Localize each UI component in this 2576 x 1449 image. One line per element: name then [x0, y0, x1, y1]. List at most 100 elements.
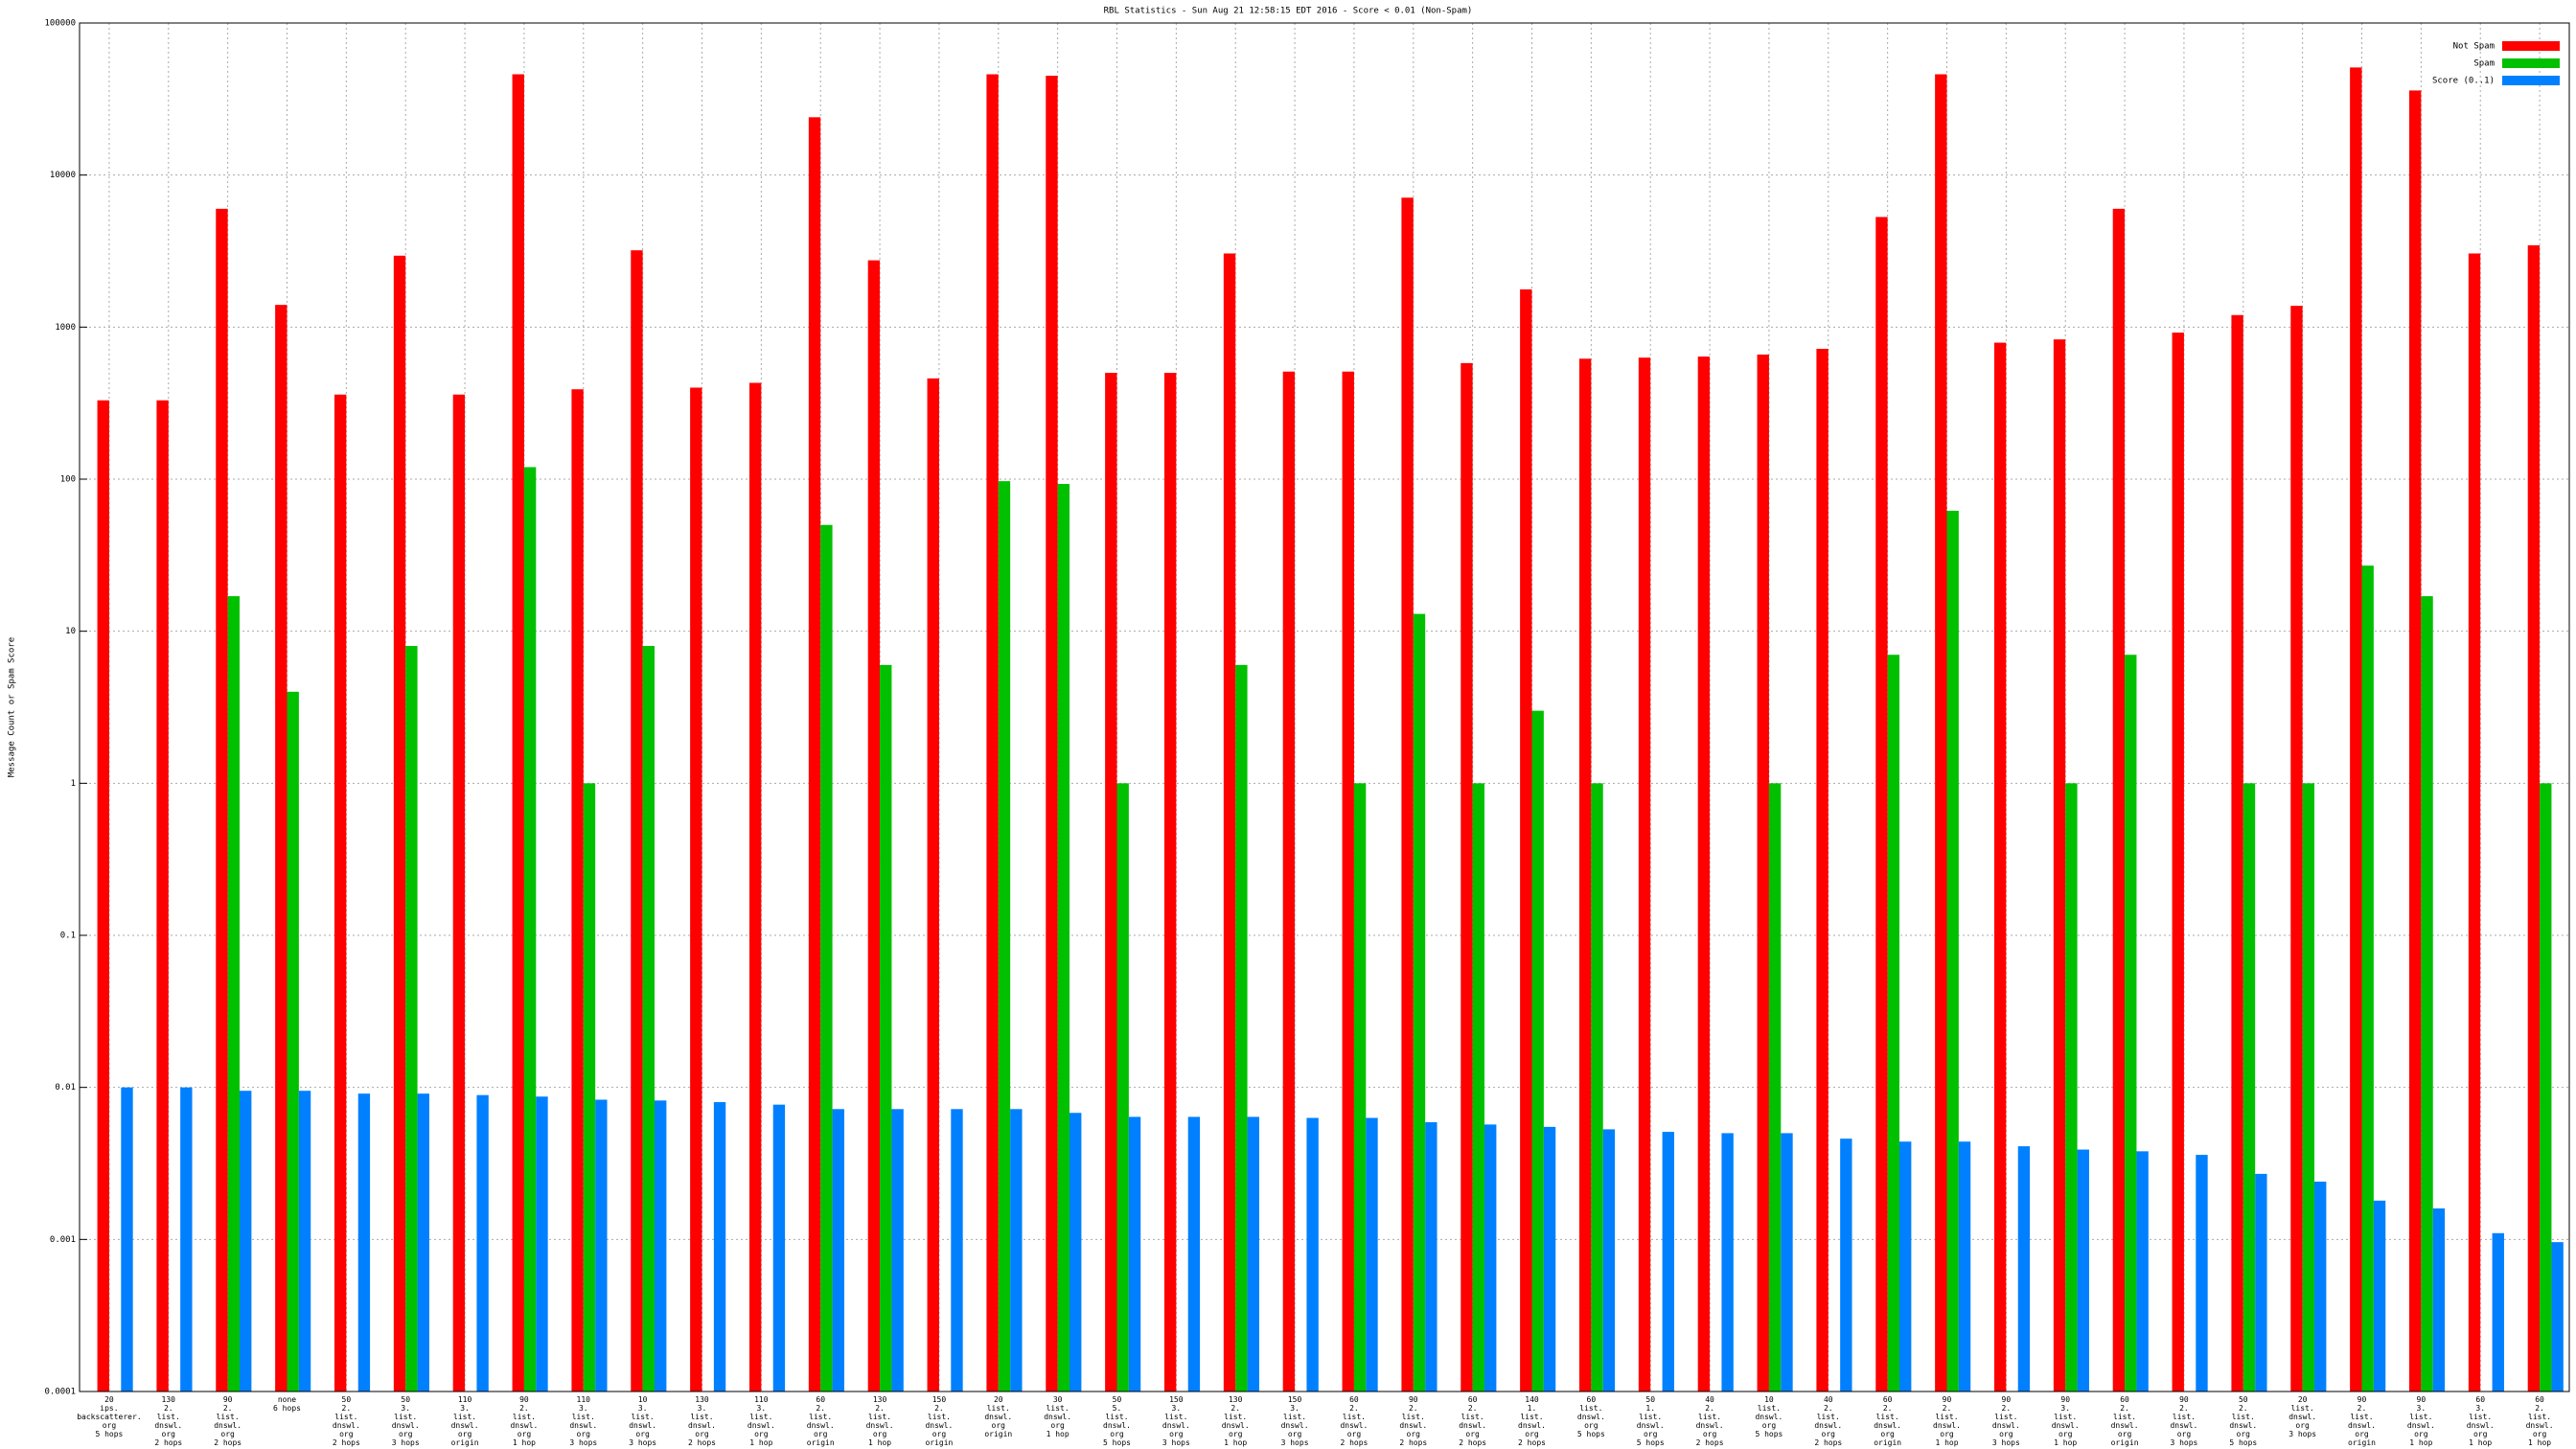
x-tick-label: 10 3. list. dnswl. org 3 hops	[629, 1395, 657, 1447]
bar	[1840, 1138, 1852, 1392]
bar	[820, 524, 833, 1392]
legend-label: Score (0..1)	[2432, 77, 2495, 86]
bar	[1163, 373, 1177, 1392]
bar	[631, 250, 643, 1392]
x-tick-label: 130 3. list. dnswl. org 2 hops	[688, 1395, 716, 1447]
x-tick-label: 50 2. list. dnswl. org 2 hops	[332, 1395, 360, 1447]
bar	[1046, 76, 1058, 1392]
x-tick-label: 60 list. dnswl. org 5 hops	[1576, 1395, 1605, 1438]
bar	[2408, 90, 2422, 1392]
bar	[772, 1104, 786, 1392]
chart-title: RBL Statistics - Sun Aug 21 12:58:15 EDT…	[1104, 7, 1473, 16]
x-tick-label: 90 2. list. dnswl. org 1 hop	[510, 1395, 539, 1447]
bar	[2432, 1208, 2446, 1392]
bar	[1899, 1141, 1912, 1392]
x-tick-label: 20 list. dnswl. org 3 hops	[2288, 1395, 2317, 1438]
bar	[1128, 1116, 1141, 1392]
bar	[287, 691, 299, 1392]
bar	[405, 646, 418, 1392]
bar	[1887, 655, 1900, 1392]
x-tick-label: 130 2. list. dnswl. org 1 hop	[865, 1395, 894, 1447]
bar	[2492, 1232, 2504, 1392]
bar	[1768, 783, 1782, 1392]
bar	[393, 255, 406, 1392]
x-tick-label: 90 2. list. dnswl. org 3 hops	[1991, 1395, 2020, 1447]
y-tick-label: 10	[65, 627, 76, 636]
x-tick-label: 50 3. list. dnswl. org 3 hops	[391, 1395, 420, 1447]
bar	[2302, 783, 2315, 1392]
x-tick-label: 60 2. list. dnswl. org origin	[1874, 1395, 1902, 1447]
x-tick-label: 130 2. list. dnswl. org 1 hop	[1221, 1395, 1250, 1447]
bar	[2196, 1155, 2208, 1392]
x-tick-label: 20 list. dnswl. org origin	[984, 1395, 1013, 1438]
bar	[452, 394, 466, 1392]
x-tick-label: 60 2. list. dnswl. org 2 hops	[1340, 1395, 1368, 1447]
bar	[536, 1096, 548, 1392]
x-tick-label: 110 3. list. dnswl. org origin	[450, 1395, 479, 1447]
bar	[1602, 1129, 1616, 1392]
bar	[298, 1091, 311, 1392]
bar	[1781, 1133, 1793, 1392]
y-axis-label: Message Count or Spam Score	[8, 637, 17, 777]
bar	[1187, 1116, 1201, 1392]
bar	[512, 74, 524, 1392]
bar	[1353, 783, 1367, 1392]
bar	[808, 117, 821, 1392]
x-tick-label: 90 3. list. dnswl. org 1 hop	[2051, 1395, 2080, 1447]
bar	[2421, 596, 2433, 1392]
bar	[2314, 1182, 2327, 1392]
x-tick-label: 60 2. list. dnswl. org 2 hops	[1459, 1395, 1487, 1447]
y-tick-label: 1	[71, 779, 76, 789]
x-tick-label: 60 2. list. dnswl. org 1 hop	[2525, 1395, 2554, 1447]
y-tick-label: 10000	[50, 171, 76, 180]
bar	[1413, 613, 1426, 1392]
bar	[275, 305, 288, 1392]
x-tick-label: 90 2. list. dnswl. org 2 hops	[214, 1395, 242, 1447]
bar	[227, 596, 241, 1392]
bar	[2125, 655, 2137, 1392]
bar	[1875, 217, 1888, 1392]
y-tick-label: 100000	[44, 19, 76, 29]
x-tick-label: 10 list. dnswl. org 5 hops	[1755, 1395, 1783, 1438]
bar	[1401, 197, 1414, 1392]
bar	[655, 1100, 667, 1392]
bar	[1638, 357, 1651, 1392]
plot-frame	[79, 22, 2570, 1392]
x-tick-label: 50 2. list. dnswl. org 5 hops	[2229, 1395, 2258, 1447]
bar	[986, 74, 999, 1392]
bar	[1721, 1133, 1734, 1392]
bar	[1578, 358, 1592, 1392]
legend-swatch	[2502, 58, 2560, 68]
y-tick-label: 0.001	[50, 1235, 76, 1245]
x-tick-label: 40 2. list. dnswl. org 2 hops	[1695, 1395, 1724, 1447]
bar	[713, 1102, 726, 1392]
x-tick-label: 150 3. list. dnswl. org 3 hops	[1280, 1395, 1309, 1447]
bar	[417, 1093, 429, 1392]
y-tick-label: 1000	[55, 323, 76, 333]
x-tick-label: 140 1. list. dnswl. org 2 hops	[1518, 1395, 1546, 1447]
x-tick-label: 60 2. list. dnswl. org origin	[806, 1395, 835, 1447]
x-tick-label: none 6 hops	[273, 1395, 301, 1413]
x-tick-label: 20 ips. backscatterer. org 5 hops	[77, 1395, 142, 1438]
x-tick-label: 60 2. list. dnswl. org origin	[2110, 1395, 2139, 1447]
bar	[1816, 348, 1828, 1392]
bar	[1993, 342, 2007, 1392]
bar	[571, 389, 584, 1392]
x-tick-label: 50 5. list. dnswl. org 5 hops	[1103, 1395, 1131, 1447]
bar	[476, 1094, 489, 1392]
bar	[583, 783, 596, 1392]
bar	[2350, 67, 2362, 1392]
bar	[1591, 783, 1603, 1392]
x-tick-label: 150 3. list. dnswl. org 3 hops	[1162, 1395, 1190, 1447]
bar	[2112, 208, 2126, 1392]
bar	[2373, 1200, 2386, 1392]
bar	[2017, 1146, 2031, 1392]
x-tick-label: 90 2. list. dnswl. org 3 hops	[2170, 1395, 2198, 1447]
bar	[1342, 371, 1354, 1392]
x-tick-label: 90 2. list. dnswl. org 2 hops	[1399, 1395, 1428, 1447]
bar	[1935, 74, 1947, 1392]
bar	[1366, 1117, 1378, 1392]
bar	[1105, 373, 1117, 1392]
x-tick-label: 150 2. list. dnswl. org origin	[925, 1395, 954, 1447]
